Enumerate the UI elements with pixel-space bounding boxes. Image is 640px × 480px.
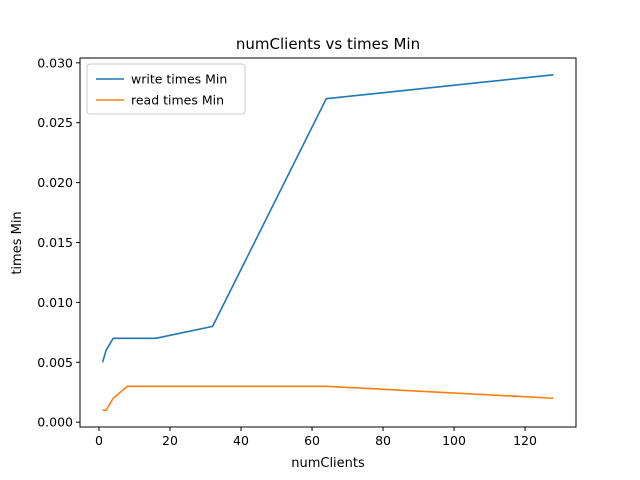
chart-title: numClients vs times Min <box>236 35 420 53</box>
y-tick-label: 0.010 <box>37 295 73 310</box>
x-tick-label: 20 <box>162 433 178 448</box>
y-tick-label: 0.015 <box>37 235 73 250</box>
legend-label-1: write times Min <box>131 72 227 87</box>
x-axis-label: numClients <box>291 456 365 471</box>
y-tick-label: 0.030 <box>37 55 73 70</box>
legend: write times Min read times Min <box>86 63 246 115</box>
series-line-1 <box>101 73 554 363</box>
y-axis-label: times Min <box>10 211 25 274</box>
x-tick-label: 0 <box>95 433 103 448</box>
y-tick-label: 0.000 <box>37 415 73 430</box>
series-line-2 <box>102 385 554 412</box>
y-tick-label: 0.025 <box>37 115 73 130</box>
x-tick-label: 80 <box>375 433 391 448</box>
y-tick-label: 0.020 <box>37 175 73 190</box>
x-tick-label: 60 <box>304 433 320 448</box>
legend-label-2: read times Min <box>131 93 224 108</box>
x-tick-label: 100 <box>442 433 466 448</box>
x-tick-label: 40 <box>233 433 249 448</box>
legend-box <box>86 63 246 115</box>
plot-area: 0 20 40 60 80 100 120 0.000 0.005 0.010 0.015 0.020… <box>37 55 577 448</box>
y-tick-label: 0.005 <box>37 355 73 370</box>
x-tick-label: 120 <box>513 433 537 448</box>
